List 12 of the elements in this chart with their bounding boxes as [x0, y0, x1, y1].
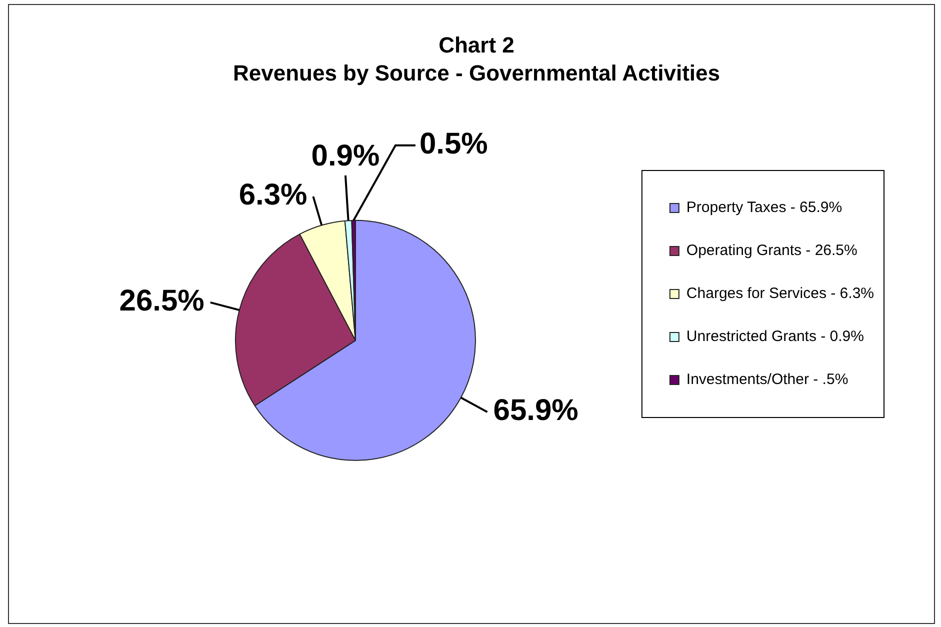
- chart-subtitle: Revenues by Source - Governmental Activities: [232, 60, 720, 86]
- data-label: 65.9%: [493, 394, 578, 428]
- legend-label: Unrestricted Grants - 0.9%: [686, 328, 864, 346]
- data-label: 0.9%: [311, 140, 380, 173]
- legend-label: Operating Grants - 26.5%: [686, 242, 858, 260]
- legend-label: Investments/Other - .5%: [686, 371, 848, 388]
- data-label: 6.3%: [238, 178, 308, 212]
- data-label: 26.5%: [119, 284, 204, 318]
- legend-label: Property Taxes - 65.9%: [686, 199, 842, 216]
- legend-label: Charges for Services - 6.3%: [686, 285, 874, 302]
- data-label: 0.5%: [419, 128, 488, 161]
- chart-title: Chart 2: [438, 32, 514, 58]
